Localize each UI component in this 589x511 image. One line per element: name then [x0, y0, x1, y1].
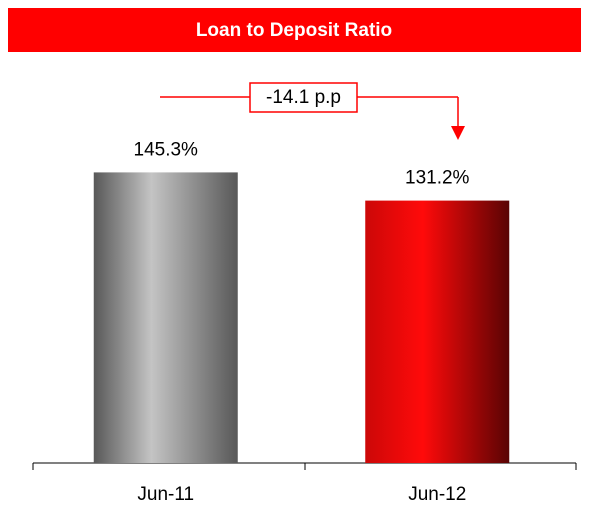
- bar: [365, 200, 510, 463]
- data-label: 131.2%: [405, 168, 470, 189]
- title-banner: [8, 8, 581, 52]
- bar: [93, 172, 238, 463]
- x-tick-label: Jun-11: [137, 484, 194, 505]
- data-label: 145.3%: [134, 139, 199, 160]
- annotation: -14.1 p.p: [266, 87, 341, 108]
- annotation-arrow: [451, 126, 465, 140]
- x-tick-label: Jun-12: [408, 484, 466, 505]
- chart-title: Loan to Deposit Ratio: [196, 20, 392, 41]
- annotation-box: [249, 82, 358, 113]
